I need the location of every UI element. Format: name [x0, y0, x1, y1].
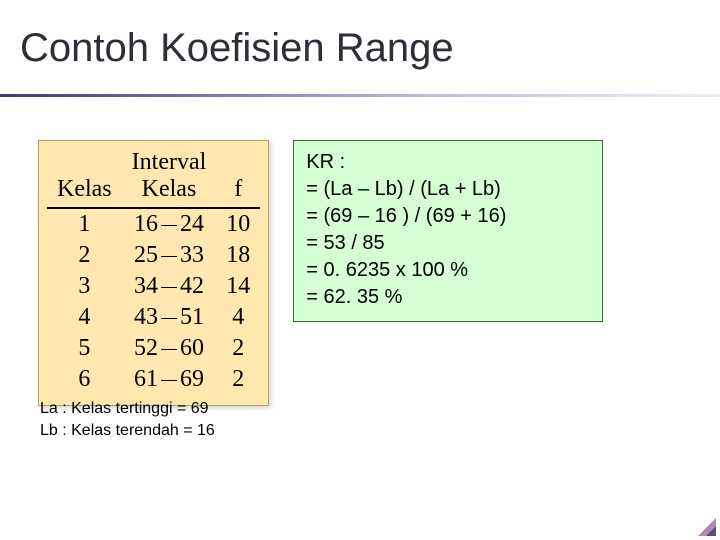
cell-f: 14	[216, 271, 260, 302]
cell-interval: 61 69	[122, 364, 217, 395]
cell-f: 2	[216, 364, 260, 395]
col-interval-header: Interval Kelas	[122, 147, 217, 208]
cell-kelas: 4	[47, 302, 122, 333]
corner-decoration	[698, 518, 716, 536]
table-row: 3 34 42 14	[47, 271, 260, 302]
cell-kelas: 2	[47, 240, 122, 271]
dash-icon	[161, 256, 177, 257]
cell-interval: 52 60	[122, 333, 217, 364]
interval-lo: 52	[134, 335, 158, 361]
cell-f: 2	[216, 333, 260, 364]
cell-f: 10	[216, 208, 260, 240]
formula-line-5: = 0. 6235 x 100 %	[306, 257, 590, 284]
dash-icon	[161, 225, 177, 226]
cell-interval: 1624	[122, 208, 217, 240]
cell-interval: 25 33	[122, 240, 217, 271]
dash-icon	[161, 380, 177, 381]
interval-hi: 69	[180, 366, 204, 392]
title-underline	[0, 94, 720, 97]
interval-lo: 25	[134, 242, 158, 268]
cell-kelas: 1	[47, 208, 122, 240]
cell-kelas: 6	[47, 364, 122, 395]
dash-icon	[161, 318, 177, 319]
col-kelas-header: Kelas	[47, 147, 122, 208]
dash-icon	[161, 349, 177, 350]
formula-line-3: = (69 – 16 ) / (69 + 16)	[306, 203, 590, 230]
cell-f: 4	[216, 302, 260, 333]
table-row: 1162410	[47, 208, 260, 240]
cell-interval: 34 42	[122, 271, 217, 302]
formula-line-1: KR :	[306, 149, 590, 176]
formula-box: KR : = (La – Lb) / (La + Lb) = (69 – 16 …	[293, 140, 603, 322]
interval-hi: 51	[180, 304, 204, 330]
formula-line-2: = (La – Lb) / (La + Lb)	[306, 176, 590, 203]
note-line-lb: Lb : Kelas terendah = 16	[40, 420, 215, 442]
interval-lo: 34	[134, 273, 158, 299]
interval-lo: 43	[134, 304, 158, 330]
interval-lo: 61	[134, 366, 158, 392]
formula-line-6: = 62. 35 %	[306, 284, 590, 311]
table-row: 2 25 33 18	[47, 240, 260, 271]
cell-interval: 43 51	[122, 302, 217, 333]
frequency-table: Kelas Interval Kelas f 11624102253318334…	[38, 140, 269, 406]
content-area: Kelas Interval Kelas f 11624102253318334…	[38, 140, 603, 406]
interval-hi: 60	[180, 335, 204, 361]
col-f-header: f	[216, 147, 260, 208]
dash-icon	[161, 287, 177, 288]
interval-hi: 24	[180, 211, 204, 237]
note-line-la: La : Kelas tertinggi = 69	[40, 398, 215, 420]
formula-line-4: = 53 / 85	[306, 230, 590, 257]
interval-hi: 33	[180, 242, 204, 268]
note: La : Kelas tertinggi = 69 Lb : Kelas ter…	[40, 398, 215, 441]
cell-kelas: 5	[47, 333, 122, 364]
table-row: 4 43 51 4	[47, 302, 260, 333]
table-row: 5 52 60 2	[47, 333, 260, 364]
table-row: 6 61 69 2	[47, 364, 260, 395]
slide-title: Contoh Koefisien Range	[20, 26, 454, 71]
interval-lo: 16	[134, 211, 158, 237]
cell-f: 18	[216, 240, 260, 271]
interval-hi: 42	[180, 273, 204, 299]
cell-kelas: 3	[47, 271, 122, 302]
